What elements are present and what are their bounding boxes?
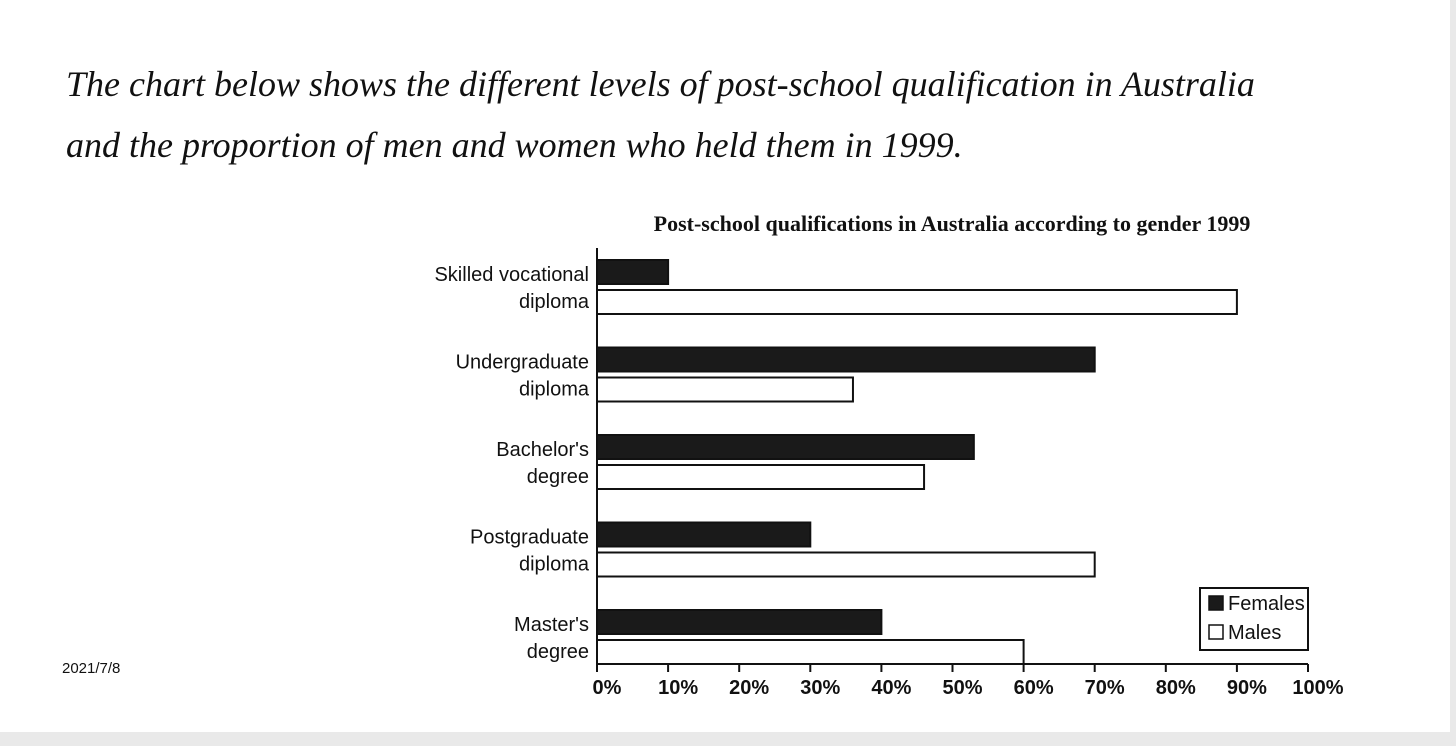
bar-males <box>596 464 926 490</box>
x-tick-label: 60% <box>1014 677 1054 699</box>
legend-swatch-females <box>1208 595 1224 611</box>
x-tick-label: 90% <box>1227 677 1267 699</box>
chart-title: Post-school qualifications in Australia … <box>653 211 1251 236</box>
x-tick-label: 70% <box>1085 677 1125 699</box>
x-tick-label: 50% <box>942 677 982 699</box>
legend-label: Males <box>1228 622 1281 644</box>
legend-swatch-males <box>1208 624 1224 640</box>
category-label: diploma <box>519 554 590 576</box>
category-label: Master's <box>514 614 589 636</box>
category-label: diploma <box>519 379 590 401</box>
category-label: Undergraduate <box>456 352 589 374</box>
bar-females <box>596 609 883 635</box>
intro-text: The chart below shows the different leve… <box>66 54 1366 176</box>
bar-males <box>596 639 1025 665</box>
bar-males <box>596 376 854 403</box>
category-label: degree <box>527 466 589 488</box>
x-tick-label: 100% <box>1292 677 1343 699</box>
x-tick-label: 0% <box>593 677 622 699</box>
bar-females <box>596 259 670 285</box>
bar-females <box>596 346 1096 373</box>
x-tick-label: 30% <box>800 677 840 699</box>
intro-line-2: and the proportion of men and women who … <box>66 125 963 165</box>
legend-label: Females <box>1228 593 1305 615</box>
bar-males <box>596 551 1096 578</box>
category-label: Postgraduate <box>470 527 589 549</box>
category-label: degree <box>527 641 589 663</box>
intro-line-1: The chart below shows the different leve… <box>66 64 1255 104</box>
x-tick-label: 20% <box>729 677 769 699</box>
bar-males <box>596 289 1238 315</box>
category-label: Skilled vocational <box>434 264 589 286</box>
slide-date: 2021/7/8 <box>62 660 121 677</box>
x-tick-label: 10% <box>658 677 698 699</box>
bar-females <box>596 521 812 548</box>
category-label: diploma <box>519 291 590 313</box>
category-label: Bachelor's <box>496 439 589 461</box>
x-tick-label: 80% <box>1156 677 1196 699</box>
bar-females <box>596 434 975 460</box>
x-tick-label: 40% <box>871 677 911 699</box>
